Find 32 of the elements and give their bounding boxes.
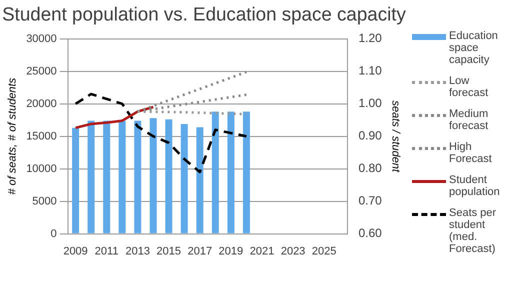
legend-label: Low forecast (449, 75, 490, 99)
legend-label: High Forecast (449, 141, 493, 165)
y-tick-label: 20000 (26, 98, 57, 110)
x-tick-label: 2009 (63, 245, 88, 258)
x-tick-label: 2011 (94, 245, 118, 258)
y-tick-label: 5000 (32, 195, 57, 208)
y2-tick-label: 1.20 (358, 31, 382, 46)
y-tick-label: 15000 (26, 130, 57, 142)
y2-tick-label: 1.00 (358, 96, 382, 110)
x-tick-label: 2023 (280, 245, 306, 258)
chart-title: Student population vs. Education space capacity (2, 4, 406, 26)
y2-axis-title: seats / student (389, 100, 402, 174)
x-tick-label: 2017 (188, 245, 212, 258)
y-tick-label: 25000 (26, 65, 57, 78)
legend-label: Seats per student (med. Forecast) (449, 207, 498, 255)
legend-label: Medium forecast (449, 108, 490, 132)
x-tick-label: 2015 (156, 245, 182, 258)
legend-label: Student population (449, 174, 500, 198)
y-tick-label: 0 (50, 228, 57, 240)
x-tick-label: 2025 (312, 245, 336, 258)
y2-tick-label: 1.10 (358, 64, 382, 78)
x-tick-label: 2013 (125, 245, 150, 258)
y2-tick-label: 0.70 (358, 194, 382, 208)
y-axis-title: # of seats, # of students (6, 77, 19, 195)
y2-tick-label: 0.90 (358, 128, 382, 143)
y2-tick-label: 0.80 (358, 161, 382, 176)
legend-label: Education space capacity (449, 30, 499, 66)
x-tick-label: 2021 (250, 245, 274, 258)
y-tick-label: 30000 (26, 32, 57, 45)
y-tick-label: 10000 (26, 162, 57, 175)
y2-tick-label: 0.60 (358, 226, 382, 240)
x-tick-label: 2019 (218, 245, 244, 258)
